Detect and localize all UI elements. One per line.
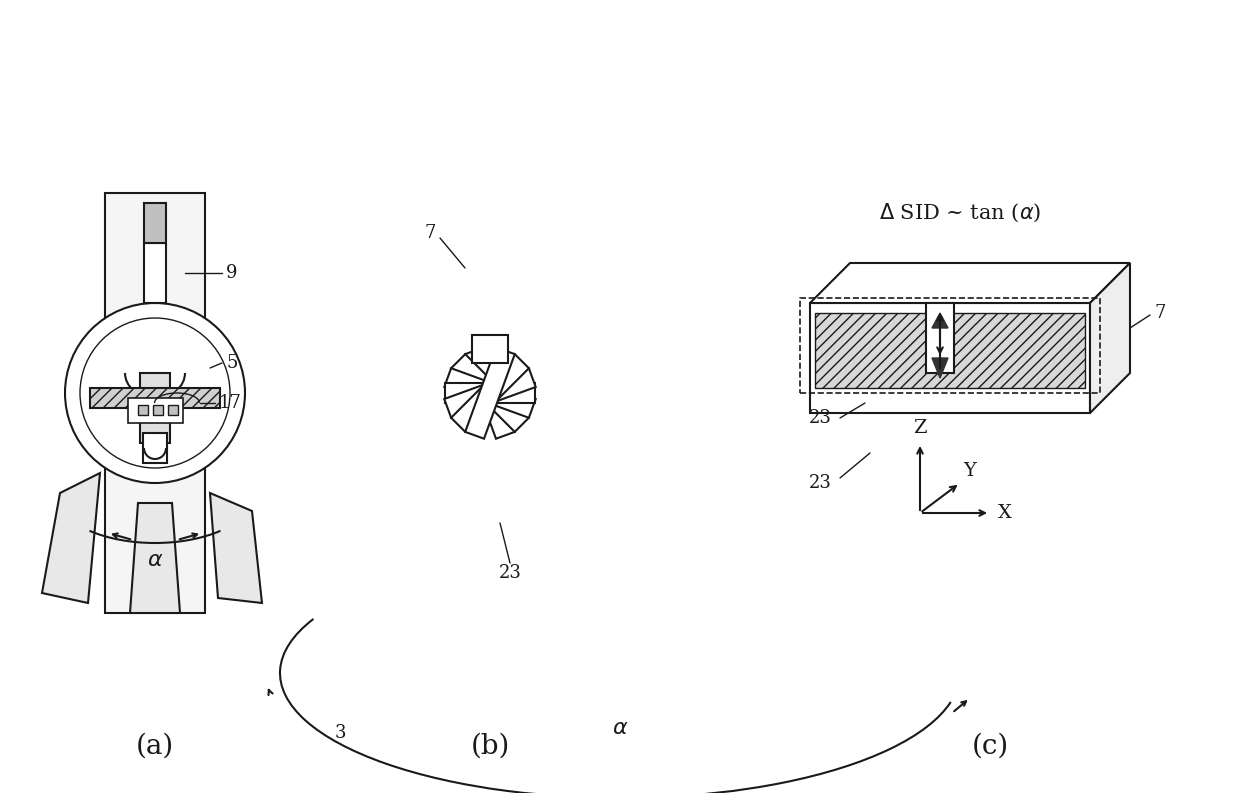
Bar	[167, 405, 179, 415]
Polygon shape	[144, 203, 166, 243]
Text: (c): (c)	[971, 733, 1008, 760]
Bar	[800, 298, 1100, 393]
Polygon shape	[451, 354, 529, 432]
Polygon shape	[42, 473, 100, 603]
Polygon shape	[932, 358, 949, 378]
Text: Z: Z	[913, 419, 926, 437]
Bar	[144, 243, 166, 303]
Polygon shape	[444, 368, 536, 418]
Bar	[143, 433, 167, 463]
Polygon shape	[130, 503, 180, 613]
Polygon shape	[1090, 263, 1130, 413]
Polygon shape	[451, 354, 529, 432]
Bar	[926, 303, 954, 373]
Text: 23: 23	[498, 564, 522, 582]
Text: $\Delta$ SID ~ tan ($\alpha$): $\Delta$ SID ~ tan ($\alpha$)	[879, 201, 1042, 224]
Bar	[815, 313, 1085, 388]
Text: 23: 23	[808, 474, 832, 492]
Polygon shape	[810, 263, 1130, 303]
Bar	[105, 193, 205, 613]
Text: 7: 7	[424, 224, 435, 242]
Text: 7: 7	[1154, 304, 1166, 322]
Bar	[138, 405, 148, 415]
Text: 23: 23	[808, 409, 832, 427]
Text: X: X	[998, 504, 1012, 522]
Circle shape	[81, 318, 229, 468]
Polygon shape	[465, 347, 515, 439]
Polygon shape	[444, 368, 536, 418]
Text: $\alpha$: $\alpha$	[146, 549, 164, 571]
Polygon shape	[445, 383, 534, 403]
Bar	[472, 335, 508, 363]
Text: (b): (b)	[470, 733, 510, 760]
Bar	[810, 303, 1090, 413]
Polygon shape	[91, 388, 219, 408]
Bar	[153, 405, 162, 415]
Text: Y: Y	[963, 462, 976, 480]
Text: 17: 17	[218, 394, 242, 412]
Polygon shape	[465, 347, 515, 439]
Text: $\alpha$: $\alpha$	[611, 717, 629, 739]
Text: (a): (a)	[136, 733, 174, 760]
Text: 3: 3	[335, 724, 346, 742]
Circle shape	[64, 303, 246, 483]
Bar	[128, 398, 184, 423]
Text: 9: 9	[226, 264, 238, 282]
Polygon shape	[210, 493, 262, 603]
Bar	[140, 373, 170, 443]
Text: 5: 5	[227, 354, 238, 372]
Polygon shape	[932, 313, 949, 328]
